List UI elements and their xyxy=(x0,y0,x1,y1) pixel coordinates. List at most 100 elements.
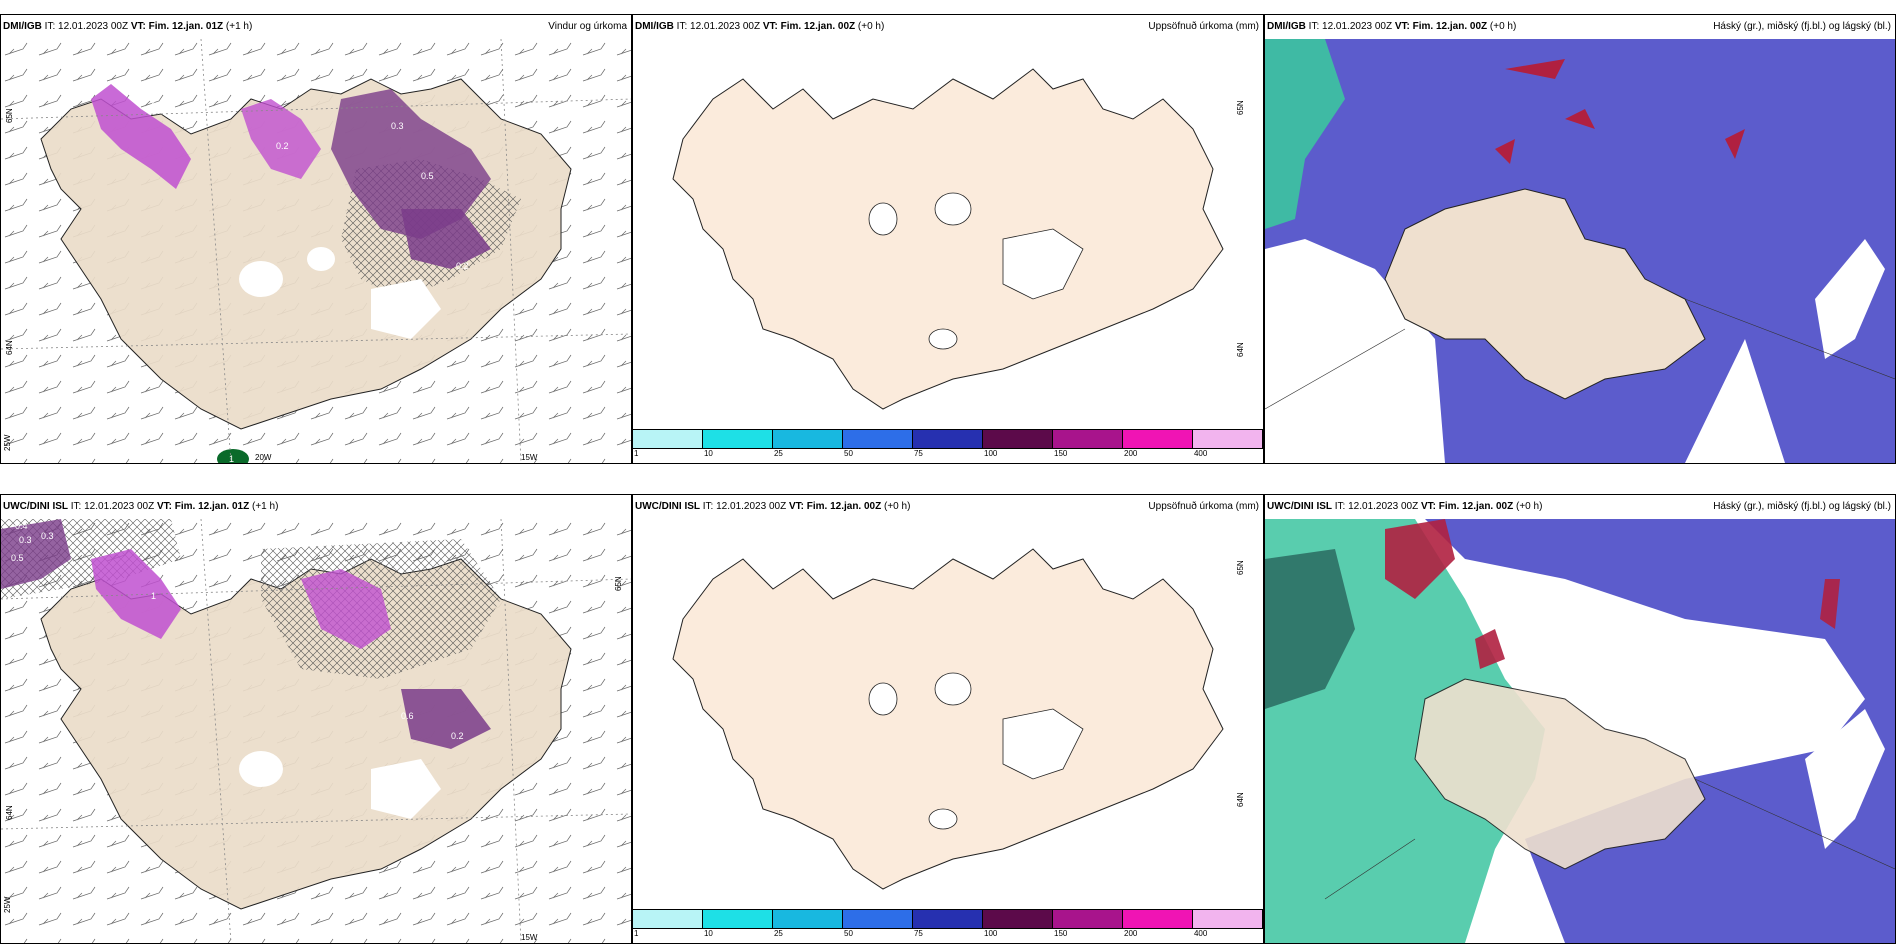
lat-label: 64N xyxy=(1236,792,1246,807)
panel-wind-precip-bottom: UWC/DINI ISL IT: 12.01.2023 00Z VT: Fim.… xyxy=(0,494,632,944)
colorbar-ticks: 1 10 25 50 75 100 150 200 400 xyxy=(633,449,1263,461)
accum-precip-map xyxy=(672,548,1224,890)
colorbar-tick: 150 xyxy=(1054,449,1068,458)
colorbar-segment xyxy=(913,910,983,928)
iceland-land xyxy=(672,548,1224,890)
colorbar-segment xyxy=(773,910,843,928)
colorbar-tick: 10 xyxy=(703,449,713,458)
precip-colorbar xyxy=(633,909,1263,929)
lon-label: 20W xyxy=(255,453,272,462)
cloud-map xyxy=(1265,519,1895,943)
panel-header: UWC/DINI ISL IT: 12.01.2023 00Z VT: Fim.… xyxy=(1,495,631,519)
colorbar-tick: 400 xyxy=(1193,449,1208,458)
lead-time: (+1 h) xyxy=(252,501,279,512)
lat-label: 65N xyxy=(1236,100,1246,115)
lat-label: 65N xyxy=(614,576,624,591)
valid-time: Fim. 12.jan. 00Z xyxy=(1412,21,1488,32)
panel-accum-precip-top: DMI/IGB IT: 12.01.2023 00Z VT: Fim. 12.j… xyxy=(632,14,1264,464)
colorbar-segment xyxy=(983,430,1053,448)
model-name: DMI/IGB xyxy=(1267,21,1306,32)
panel-clouds-top: DMI/IGB IT: 12.01.2023 00Z VT: Fim. 12.j… xyxy=(1264,14,1896,464)
colorbar-segment xyxy=(1123,430,1193,448)
colorbar-segment xyxy=(703,430,773,448)
lat-label: 65N xyxy=(5,108,14,123)
panel-title: Háský (gr.), miðský (fj.bl.) og lágský (… xyxy=(1713,21,1891,32)
panel-title: Uppsöfnuð úrkoma (mm) xyxy=(1148,21,1259,32)
colorbar-tick: 25 xyxy=(773,449,783,458)
colorbar-segment xyxy=(773,430,843,448)
wind-map: 0.5 0.2 0.5 0.2 0.3 1 xyxy=(1,39,631,463)
lat-label: 65N xyxy=(1236,560,1246,575)
model-name: DMI/IGB xyxy=(3,21,42,32)
precip-value: 0.3 xyxy=(391,121,404,131)
colorbar-tick: 50 xyxy=(844,929,853,938)
init-time: 12.01.2023 00Z xyxy=(1322,21,1393,32)
wind-map: 0.4 0.3 0.5 0.6 0.2 0.3 1 xyxy=(1,519,631,943)
panel-title: Uppsöfnuð úrkoma (mm) xyxy=(1148,501,1259,512)
valid-time: Fim. 12.jan. 00Z xyxy=(780,21,856,32)
init-time: 12.01.2023 00Z xyxy=(84,501,155,512)
valid-time: Fim. 12.jan. 00Z xyxy=(806,501,882,512)
colorbar-tick: 25 xyxy=(773,929,783,938)
precip-value: 0.5 xyxy=(151,101,164,111)
colorbar-tick: 200 xyxy=(1124,929,1138,938)
colorbar-segment xyxy=(1193,910,1263,928)
iceland-land xyxy=(1414,678,1706,870)
precip-value: 0.2 xyxy=(456,261,469,271)
colorbar-ticks: 1 10 25 50 75 100 150 200 400 xyxy=(633,929,1263,941)
init-time: 12.01.2023 00Z xyxy=(58,21,129,32)
lead-time: (+1 h) xyxy=(225,21,253,32)
panel-clouds-bottom: UWC/DINI ISL IT: 12.01.2023 00Z VT: Fim.… xyxy=(1264,494,1896,944)
lon-label: 25W xyxy=(3,896,12,913)
model-name: UWC/DINI ISL xyxy=(3,501,68,512)
cloud-map xyxy=(1265,39,1895,463)
precip-value: 0.5 xyxy=(421,171,434,181)
lat-label: 64N xyxy=(5,340,14,355)
precip-value: 0.3 xyxy=(41,531,54,541)
precip-value: 0.6 xyxy=(401,711,414,721)
colorbar-segment xyxy=(983,910,1053,928)
colorbar-tick: 10 xyxy=(703,929,713,938)
precip-colorbar xyxy=(633,429,1263,449)
colorbar-tick: 50 xyxy=(844,449,853,458)
colorbar-segment xyxy=(633,430,703,448)
panel-title: Háský (gr.), miðský (fj.bl.) og lágský (… xyxy=(1713,501,1891,512)
init-time: 12.01.2023 00Z xyxy=(1348,501,1419,512)
precip-value: 1 xyxy=(229,454,234,463)
colorbar-segment xyxy=(843,430,913,448)
panel-accum-precip-bottom: UWC/DINI ISL IT: 12.01.2023 00Z VT: Fim.… xyxy=(632,494,1264,944)
lead-time: (+0 h) xyxy=(857,21,885,32)
panel-header: UWC/DINI ISL IT: 12.01.2023 00Z VT: Fim.… xyxy=(1265,495,1895,519)
colorbar-segment xyxy=(703,910,773,928)
lat-label: 64N xyxy=(1236,342,1246,357)
colorbar-segment xyxy=(1053,430,1123,448)
model-name: UWC/DINI ISL xyxy=(1267,501,1332,512)
precip-value: 0.2 xyxy=(451,731,464,741)
panel-header: DMI/IGB IT: 12.01.2023 00Z VT: Fim. 12.j… xyxy=(1265,15,1895,39)
precip-value: 0.4 xyxy=(15,521,28,531)
iceland-land xyxy=(672,68,1224,410)
colorbar-tick: 75 xyxy=(913,929,923,938)
colorbar-segment xyxy=(913,430,983,448)
lon-label: 25W xyxy=(3,434,12,451)
init-time: 12.01.2023 00Z xyxy=(690,21,761,32)
precip-value: 0.5 xyxy=(11,553,24,563)
model-name: UWC/DINI ISL xyxy=(635,501,700,512)
init-time: 12.01.2023 00Z xyxy=(716,501,787,512)
precip-value: 1 xyxy=(151,591,156,601)
valid-time: Fim. 12.jan. 00Z xyxy=(1438,501,1514,512)
lat-label: 64N xyxy=(5,805,14,820)
colorbar-tick: 100 xyxy=(984,449,998,458)
lon-label: 15W xyxy=(521,453,538,462)
colorbar-segment xyxy=(1123,910,1193,928)
colorbar-tick: 1 xyxy=(634,449,639,458)
colorbar-tick: 150 xyxy=(1054,929,1068,938)
colorbar-tick: 200 xyxy=(1124,449,1138,458)
accum-precip-map xyxy=(672,68,1224,410)
colorbar-segment xyxy=(1053,910,1123,928)
colorbar-tick: 100 xyxy=(984,929,998,938)
lead-time: (+0 h) xyxy=(884,501,911,512)
panel-title: Vindur og úrkoma xyxy=(548,21,627,32)
colorbar-tick: 75 xyxy=(913,449,923,458)
lead-time: (+0 h) xyxy=(1489,21,1517,32)
